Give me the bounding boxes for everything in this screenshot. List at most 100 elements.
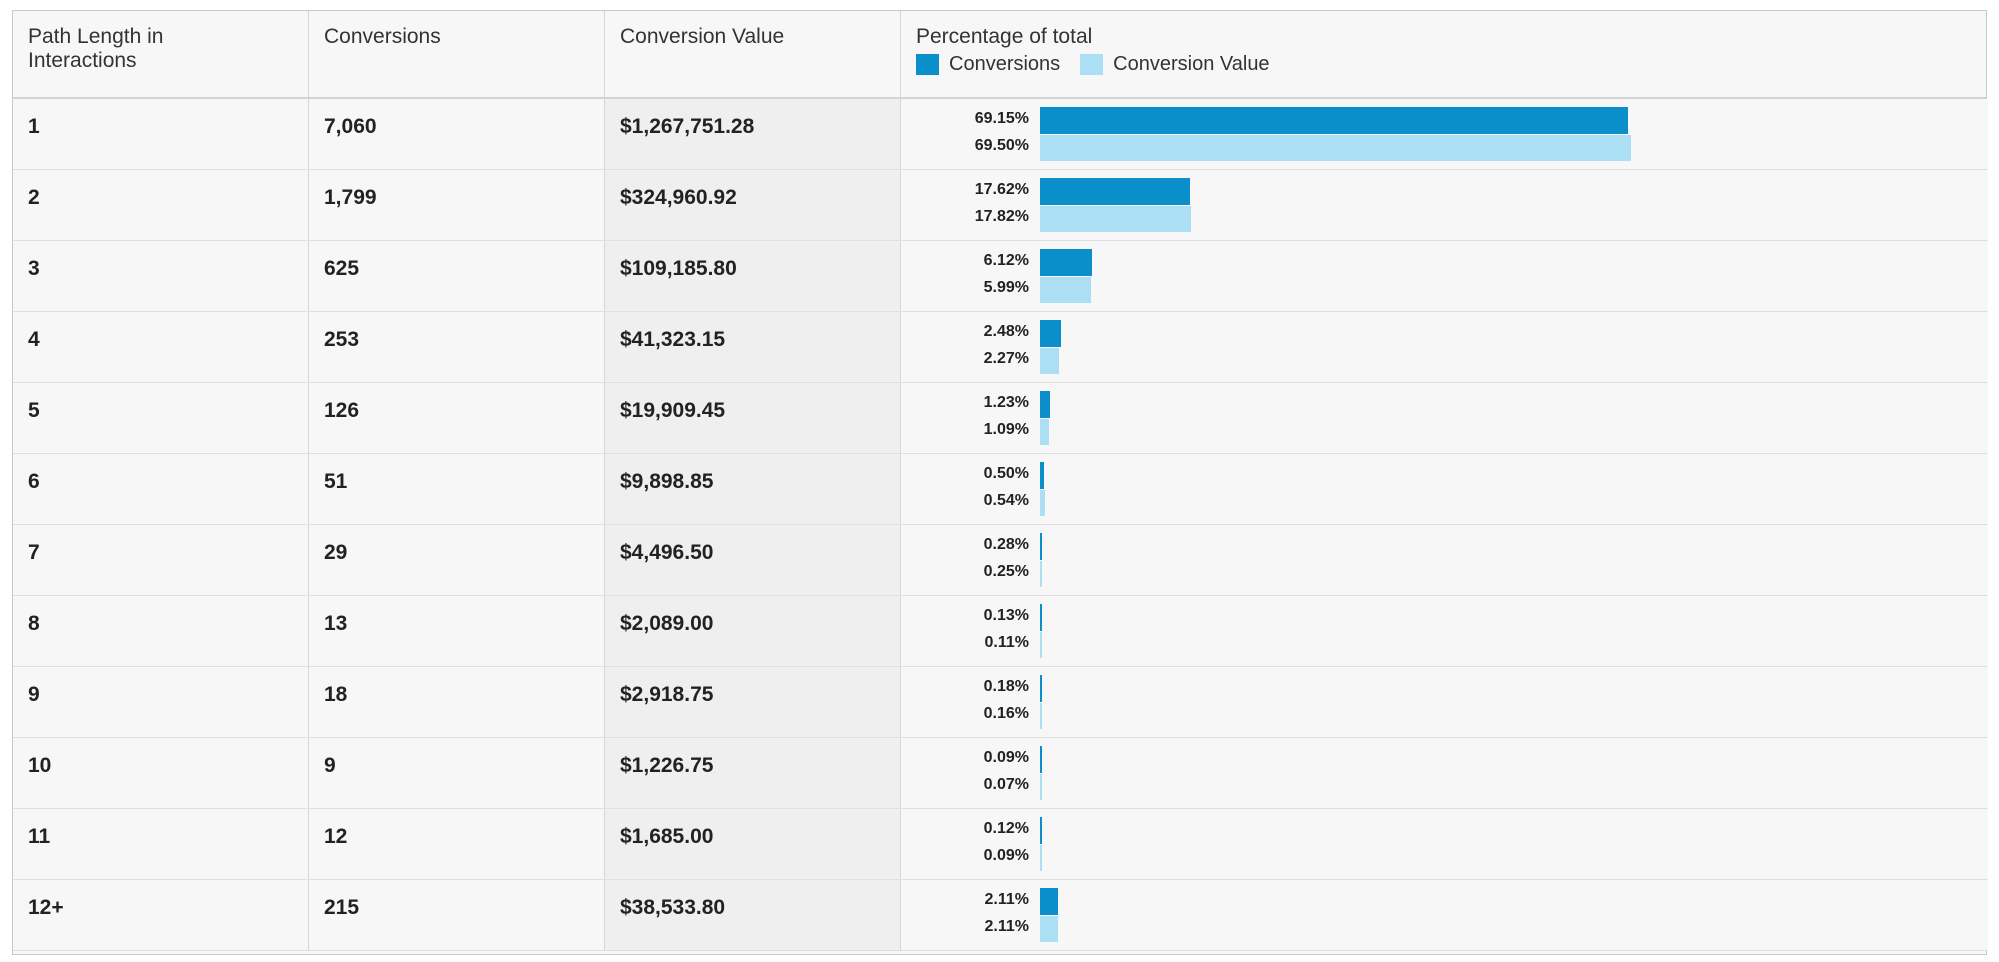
header-path-length[interactable]: Path Length in Interactions xyxy=(13,11,309,97)
pct-conversion-value-label: 0.25% xyxy=(983,563,1029,580)
pct-conversion-value-label: 17.82% xyxy=(974,208,1029,225)
pct-conversions-label: 2.48% xyxy=(983,323,1029,340)
percentage-cell: 2.48% 2.27% xyxy=(901,312,1988,382)
bar-conversions xyxy=(1040,675,1042,702)
percentage-cell: 1.23% 1.09% xyxy=(901,383,1988,453)
percentage-cell: 0.50% 0.54% xyxy=(901,454,1988,524)
pct-conversions-label: 0.12% xyxy=(983,820,1029,837)
conversion-value-cell: $109,185.80 xyxy=(605,241,901,311)
conversions-cell: 253 xyxy=(309,312,605,382)
bar-conversions xyxy=(1040,746,1042,773)
path-length-cell: 11 xyxy=(13,809,309,879)
conversion-value-cell: $2,918.75 xyxy=(605,667,901,737)
table-row: 1 7,060 $1,267,751.28 69.15% 69.50% xyxy=(13,99,1988,170)
pct-conversions-label: 0.50% xyxy=(983,465,1029,482)
pct-conversion-value-label: 69.50% xyxy=(974,137,1029,154)
conversion-value-cell: $38,533.80 xyxy=(605,880,901,950)
pct-conversion-value-label: 2.27% xyxy=(983,350,1029,367)
pct-conversions-label: 17.62% xyxy=(974,181,1029,198)
pct-conversions-label: 0.18% xyxy=(983,678,1029,695)
percentage-cell: 0.18% 0.16% xyxy=(901,667,1988,737)
conversion-value-cell: $41,323.15 xyxy=(605,312,901,382)
table-row: 8 13 $2,089.00 0.13% 0.11% xyxy=(13,596,1988,667)
bar-conversion-value xyxy=(1040,561,1043,587)
conversions-cell: 215 xyxy=(309,880,605,950)
bar-conversions xyxy=(1040,604,1042,631)
conversion-value-cell: $9,898.85 xyxy=(605,454,901,524)
table-row: 9 18 $2,918.75 0.18% 0.16% xyxy=(13,667,1988,738)
bar-conversions xyxy=(1040,533,1043,560)
table-row: 11 12 $1,685.00 0.12% 0.09% xyxy=(13,809,1988,880)
percentage-cell: 0.13% 0.11% xyxy=(901,596,1988,666)
table-row: 6 51 $9,898.85 0.50% 0.54% xyxy=(13,454,1988,525)
pct-conversion-value-label: 5.99% xyxy=(983,279,1029,296)
path-length-cell: 9 xyxy=(13,667,309,737)
percentage-cell: 0.28% 0.25% xyxy=(901,525,1988,595)
conversions-cell: 1,799 xyxy=(309,170,605,240)
bar-conversions xyxy=(1040,462,1045,489)
path-length-cell: 4 xyxy=(13,312,309,382)
bar-conversion-value xyxy=(1040,774,1042,800)
header-percentage: Percentage of total Conversions Conversi… xyxy=(901,11,1988,97)
bar-conversion-value xyxy=(1040,490,1045,516)
pct-conversion-value-label: 0.16% xyxy=(983,705,1029,722)
bar-conversion-value xyxy=(1040,419,1050,445)
legend-label-conversion-value: Conversion Value xyxy=(1113,53,1270,75)
legend-swatch-conversion-value xyxy=(1080,53,1104,75)
table-header: Path Length in Interactions Conversions … xyxy=(13,11,1986,99)
bar-conversion-value xyxy=(1040,135,1631,161)
path-length-cell: 8 xyxy=(13,596,309,666)
pct-conversions-label: 1.23% xyxy=(983,394,1029,411)
path-length-cell: 1 xyxy=(13,99,309,169)
pct-conversion-value-label: 0.09% xyxy=(983,847,1029,864)
conversions-cell: 126 xyxy=(309,383,605,453)
header-percentage-label: Percentage of total xyxy=(916,25,1093,48)
legend-swatch-conversions xyxy=(916,53,939,75)
pct-conversion-value-label: 1.09% xyxy=(983,421,1029,438)
bar-conversions xyxy=(1040,888,1058,915)
conversions-cell: 51 xyxy=(309,454,605,524)
header-conversions[interactable]: Conversions xyxy=(309,11,605,97)
percentage-cell: 0.09% 0.07% xyxy=(901,738,1988,808)
conversion-value-cell: $19,909.45 xyxy=(605,383,901,453)
header-conversion-value[interactable]: Conversion Value xyxy=(605,11,901,97)
bar-conversion-value xyxy=(1040,348,1060,374)
path-length-cell: 2 xyxy=(13,170,309,240)
conversions-cell: 12 xyxy=(309,809,605,879)
legend-item-conversion-value: Conversion Value xyxy=(1080,52,1270,76)
conversions-cell: 9 xyxy=(309,738,605,808)
pct-conversions-label: 69.15% xyxy=(974,110,1029,127)
bar-conversion-value xyxy=(1040,703,1042,729)
table-row: 10 9 $1,226.75 0.09% 0.07% xyxy=(13,738,1988,809)
header-conversions-label: Conversions xyxy=(324,25,441,48)
bar-conversion-value xyxy=(1040,206,1192,232)
percentage-cell: 69.15% 69.50% xyxy=(901,99,1988,169)
bar-conversions xyxy=(1040,249,1093,276)
conversions-cell: 7,060 xyxy=(309,99,605,169)
bar-conversions xyxy=(1040,320,1062,347)
conversion-value-cell: $1,226.75 xyxy=(605,738,901,808)
bar-conversions xyxy=(1040,178,1190,205)
pct-conversion-value-label: 0.54% xyxy=(983,492,1029,509)
table-row: 7 29 $4,496.50 0.28% 0.25% xyxy=(13,525,1988,596)
table-row: 2 1,799 $324,960.92 17.62% 17.82% xyxy=(13,170,1988,241)
legend-item-conversions: Conversions xyxy=(916,52,1060,76)
conversion-value-cell: $2,089.00 xyxy=(605,596,901,666)
conversion-value-cell: $1,267,751.28 xyxy=(605,99,901,169)
conversion-value-cell: $1,685.00 xyxy=(605,809,901,879)
conversion-value-cell: $324,960.92 xyxy=(605,170,901,240)
table-row: 3 625 $109,185.80 6.12% 5.99% xyxy=(13,241,1988,312)
bar-conversion-value xyxy=(1040,845,1042,871)
conversions-cell: 625 xyxy=(309,241,605,311)
pct-conversion-value-label: 0.11% xyxy=(984,634,1029,651)
percentage-cell: 2.11% 2.11% xyxy=(901,880,1988,950)
legend-label-conversions: Conversions xyxy=(949,53,1061,75)
path-length-cell: 6 xyxy=(13,454,309,524)
pct-conversions-label: 0.13% xyxy=(983,607,1029,624)
bar-conversion-value xyxy=(1040,632,1042,658)
path-length-cell: 7 xyxy=(13,525,309,595)
legend: Conversions Conversion Value xyxy=(916,52,1973,76)
pct-conversion-value-label: 0.07% xyxy=(983,776,1029,793)
path-length-cell: 12+ xyxy=(13,880,309,950)
pct-conversions-label: 0.28% xyxy=(983,536,1029,553)
